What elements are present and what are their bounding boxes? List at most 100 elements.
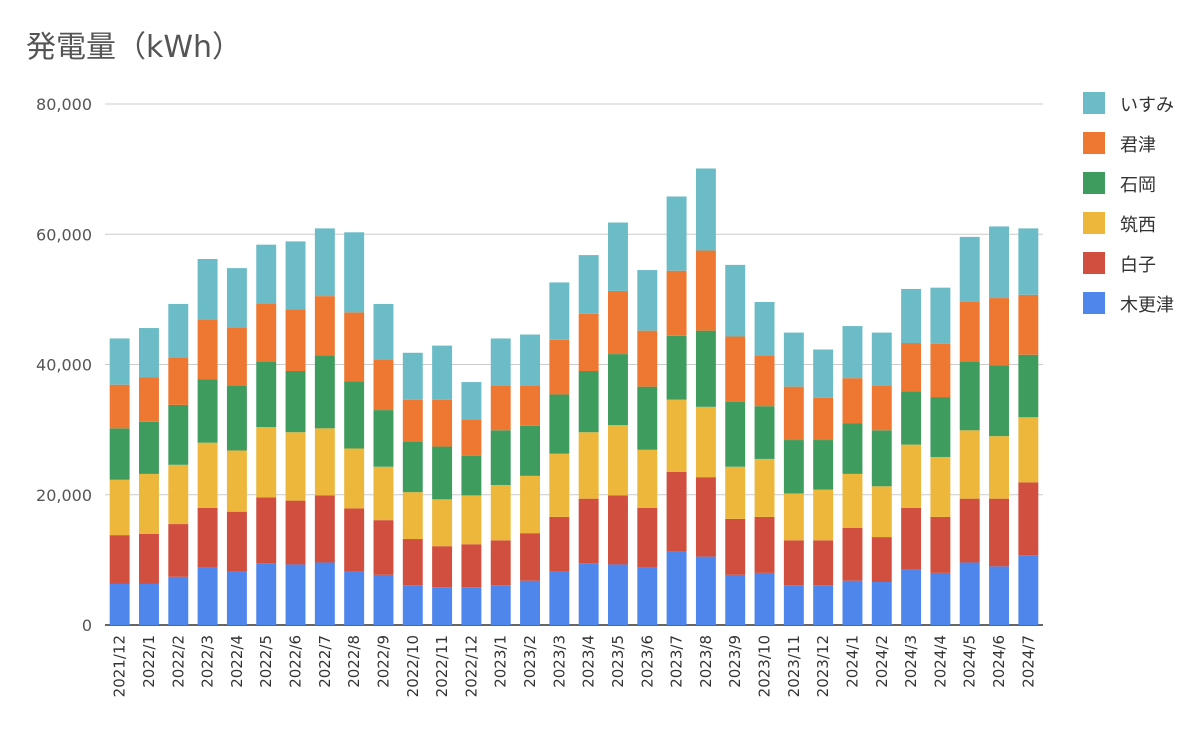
bar-2023/2-石岡 [520,425,540,476]
bar-2022/8-いすみ [344,232,365,313]
y-tick-label: 0 [82,616,92,635]
bar-2022/11-白子 [432,546,453,588]
x-tick-label: 2022/2 [169,635,187,688]
bar-2022/4-木更津 [226,571,247,625]
bar-2022/6-石岡 [285,371,306,433]
bar-2024/7-木更津 [1018,555,1039,625]
bar-2022/6-君津 [285,309,306,372]
x-tick-label: 2022/7 [316,635,334,688]
bar-2024/1-いすみ [842,326,863,379]
y-axis-ticks: 0 20,000 40,000 60,000 80,000 [36,95,92,635]
bar-2024/2-いすみ [871,332,892,386]
bar-2023/9-いすみ [725,264,746,337]
bar-2023/12-筑西 [813,489,834,541]
legend-item: 木更津 [1083,292,1174,316]
x-tick-label: 2024/7 [1019,635,1037,688]
bar-2023/7-白子 [666,471,687,552]
bar-2022/7-白子 [314,495,335,563]
bar-2023/5-白子 [608,495,628,565]
bar-2021/12-いすみ [109,338,130,385]
bar-2022/5-君津 [256,303,277,362]
bar-2023/7-いすみ [666,196,687,271]
bar-2023/5-いすみ [608,222,628,291]
bar-2024/3-白子 [901,507,922,570]
bar-2024/1-木更津 [842,580,863,625]
bar-2023/4-石岡 [578,371,599,433]
bar-2023/5-君津 [608,290,628,355]
bar-2022/2-筑西 [168,464,189,525]
bar-2022/3-木更津 [197,567,218,625]
bar-2023/9-君津 [725,336,746,402]
bar-2023/12-いすみ [813,349,834,398]
bar-2024/5-筑西 [959,430,980,499]
bar-2022/6-木更津 [285,564,306,625]
x-tick-label: 2023/3 [550,635,568,688]
bar-2024/2-君津 [871,385,892,431]
bar-2023/6-木更津 [637,567,658,625]
bar-2024/6-いすみ [989,226,1009,299]
bar-2022/8-木更津 [344,571,365,625]
bar-2024/7-君津 [1018,294,1039,355]
bar-2022/8-白子 [344,508,365,572]
x-tick-label: 2024/3 [902,635,920,688]
bar-2023/12-石岡 [813,440,834,490]
legend-item: 石岡 [1083,172,1156,196]
bar-2024/4-筑西 [930,456,951,517]
bar-2022/7-いすみ [314,228,335,297]
x-tick-label: 2022/1 [140,635,158,688]
bar-2022/3-白子 [197,507,218,568]
x-tick-label: 2023/2 [521,635,539,688]
bar-2023/6-筑西 [637,449,658,508]
bar-2023/3-石岡 [549,394,570,454]
bar-2022/7-筑西 [314,428,335,496]
x-tick-label: 2022/12 [462,635,480,697]
bar-2022/8-筑西 [344,448,365,509]
bar-2023/11-いすみ [783,332,804,387]
bar-2022/4-白子 [226,511,247,572]
bar-2024/4-白子 [930,516,951,573]
bar-2022/4-いすみ [226,268,247,328]
chart-title: 発電量（kWh） [26,30,243,65]
bar-2022/8-石岡 [344,381,365,449]
bar-2024/6-白子 [989,498,1009,567]
bar-2022/12-君津 [461,419,482,456]
bar-2022/1-君津 [139,377,159,422]
x-tick-label: 2023/1 [492,635,510,688]
x-tick-label: 2023/11 [785,635,803,697]
bar-2023/1-木更津 [490,585,511,625]
bar-2024/6-君津 [989,298,1009,366]
bar-2022/9-筑西 [373,466,394,521]
bar-2024/6-石岡 [989,365,1009,437]
bars [109,168,1039,625]
bar-2021/12-石岡 [109,428,130,480]
bar-2024/4-石岡 [930,397,951,457]
bar-2024/2-筑西 [871,486,892,538]
legend-swatch [1083,252,1105,274]
bar-2022/9-君津 [373,359,394,411]
bar-2024/5-白子 [959,498,980,563]
x-tick-label: 2022/4 [228,635,246,688]
bar-2023/2-いすみ [520,334,540,386]
bar-2023/8-木更津 [695,556,716,625]
bar-2023/11-君津 [783,386,804,441]
legend-label: いすみ [1120,95,1174,116]
bar-2022/10-君津 [402,399,423,442]
bar-2023/1-石岡 [490,430,511,485]
bar-2022/12-いすみ [461,382,482,420]
bar-2022/3-君津 [197,319,218,380]
bar-2024/6-筑西 [989,436,1009,499]
x-tick-label: 2022/11 [433,635,451,697]
bar-2023/8-筑西 [695,406,716,478]
bar-2023/9-木更津 [725,574,746,625]
x-tick-label: 2024/5 [961,635,979,688]
bar-2023/11-石岡 [783,440,804,494]
bar-2022/7-君津 [314,296,335,356]
bar-2023/6-石岡 [637,386,658,450]
bar-2023/10-いすみ [754,301,775,356]
bar-2023/6-いすみ [637,270,658,331]
bar-2023/7-木更津 [666,551,687,625]
bar-2023/2-君津 [520,385,540,426]
bar-2023/7-石岡 [666,335,687,400]
